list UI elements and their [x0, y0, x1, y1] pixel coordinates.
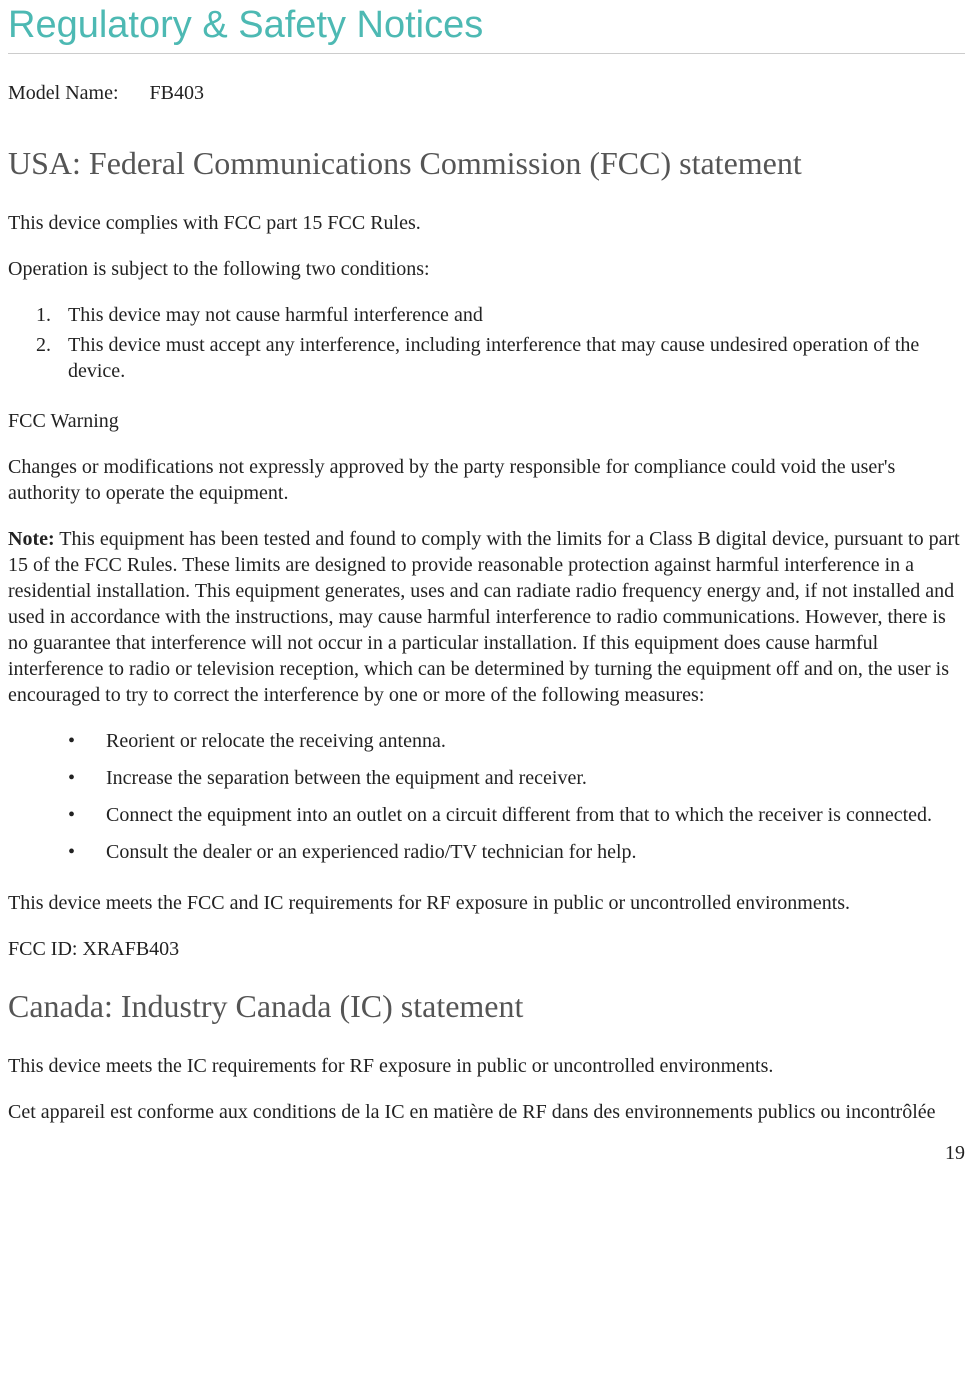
note-body: This equipment has been tested and found…: [8, 528, 960, 706]
fcc-p1: This device complies with FCC part 15 FC…: [8, 210, 965, 236]
list-item: This device may not cause harmful interf…: [56, 302, 965, 328]
list-item: This device must accept any interference…: [56, 332, 965, 384]
fcc-rf-exposure: This device meets the FCC and IC require…: [8, 890, 965, 916]
fcc-id: FCC ID: XRAFB403: [8, 936, 965, 962]
model-name-label: Model Name:: [8, 82, 119, 105]
ic-p1: This device meets the IC requirements fo…: [8, 1053, 965, 1079]
page-number: 19: [945, 1142, 965, 1165]
list-item: Consult the dealer or an experienced rad…: [68, 839, 965, 866]
ic-heading: Canada: Industry Canada (IC) statement: [8, 988, 965, 1025]
note-label: Note:: [8, 528, 55, 550]
model-name-value: FB403: [150, 82, 204, 104]
list-item: Reorient or relocate the receiving anten…: [68, 728, 965, 755]
fcc-warning-body: Changes or modifications not expressly a…: [8, 454, 965, 506]
list-item: Increase the separation between the equi…: [68, 765, 965, 792]
fcc-p2: Operation is subject to the following tw…: [8, 256, 965, 282]
fcc-note: Note: This equipment has been tested and…: [8, 526, 965, 708]
fcc-measures-list: Reorient or relocate the receiving anten…: [68, 728, 965, 866]
ic-p2: Cet appareil est conforme aux conditions…: [8, 1099, 965, 1125]
page-title: Regulatory & Safety Notices: [8, 0, 965, 54]
list-item: Connect the equipment into an outlet on …: [68, 802, 965, 829]
fcc-warning-title: FCC Warning: [8, 408, 965, 434]
fcc-conditions-list: This device may not cause harmful interf…: [56, 302, 965, 384]
model-row: Model Name: FB403: [8, 82, 965, 105]
fcc-heading: USA: Federal Communications Commission (…: [8, 145, 965, 182]
